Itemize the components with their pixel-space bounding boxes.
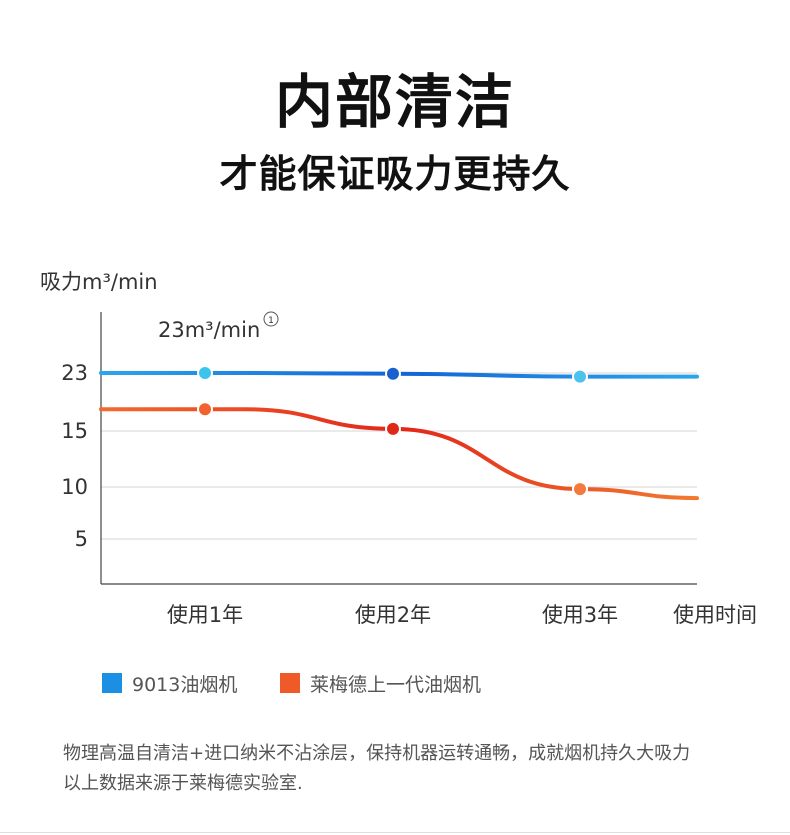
data-point-previous-3	[572, 481, 588, 498]
series-line-9013	[99, 371, 699, 379]
footnote-cleaning: 物理高温自清洁+进口纳米不沾涂层，保持机器运转通畅，成就烟机持久大吸力	[63, 743, 691, 764]
data-point-9013-1	[197, 365, 213, 381]
legend-item-previous: 莱梅德上一代油烟机	[280, 670, 481, 696]
y-tick-label: 10	[61, 475, 88, 499]
bottom-divider	[0, 832, 790, 833]
legend-label: 9013油烟机	[132, 673, 238, 696]
x-tick-label: 使用2年	[355, 603, 431, 627]
legend-label: 莱梅德上一代油烟机	[310, 673, 482, 696]
y-axis-label: 吸力m³/min	[40, 270, 158, 294]
y-tick-label: 15	[61, 419, 88, 443]
series-line-previous	[99, 407, 699, 501]
annotation-mark: 1	[263, 311, 279, 327]
svg-text:1: 1	[268, 316, 274, 326]
legend-swatch-orange	[280, 673, 300, 693]
footnote-source: 以上数据来源于莱梅德实验室.	[63, 773, 303, 794]
data-point-9013-2	[385, 365, 401, 382]
page-subtitle: 才能保证吸力更持久	[219, 152, 571, 196]
suction-line-chart: 吸力m³/min 23 15 10 5 使用1年 使用2年 使用3年 使用时间 23m³/…	[40, 270, 757, 627]
y-tick-label: 23	[61, 361, 88, 385]
legend-item-9013: 9013油烟机	[102, 670, 237, 696]
x-axis-label: 使用时间	[673, 603, 757, 627]
legend-swatch-blue	[102, 673, 122, 693]
x-tick-label: 使用3年	[542, 603, 618, 627]
data-point-previous-2	[385, 420, 401, 437]
data-point-previous-1	[197, 401, 213, 418]
y-tick-label: 5	[75, 527, 88, 551]
data-point-9013-3	[572, 368, 588, 385]
value-annotation: 23m³/min	[158, 318, 260, 342]
page-title: 内部清洁	[274, 68, 515, 136]
x-tick-label: 使用1年	[167, 603, 243, 627]
